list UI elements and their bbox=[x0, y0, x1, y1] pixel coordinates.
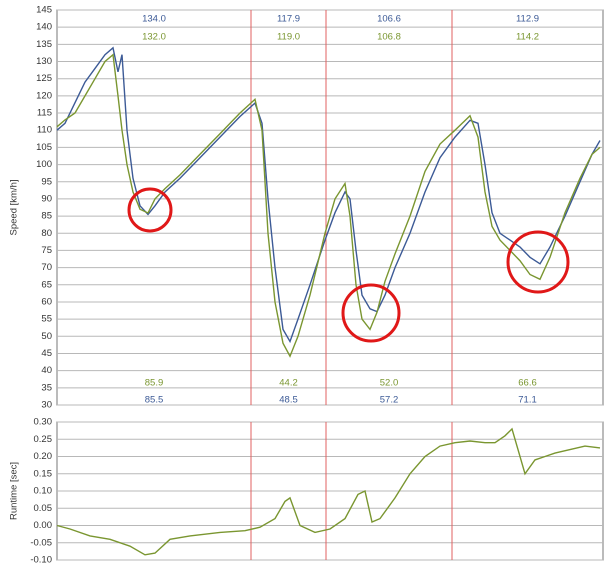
series-line bbox=[56, 53, 601, 358]
y-tick-label: 0.10 bbox=[34, 486, 53, 497]
sector-max-label: 106.6 bbox=[377, 14, 401, 25]
y-tick-label: 90 bbox=[41, 193, 52, 204]
y-tick-label: 0.20 bbox=[34, 451, 53, 462]
sector-max-label: 114.2 bbox=[516, 32, 539, 43]
y-tick-label: 45 bbox=[41, 348, 52, 359]
highlight-circle bbox=[506, 230, 570, 294]
y-tick-label: 135 bbox=[36, 39, 52, 50]
sector-min-label: 66.6 bbox=[518, 378, 537, 389]
y-tick-label: 140 bbox=[36, 22, 52, 33]
y-tick-label: 0.15 bbox=[34, 468, 53, 479]
sector-max-label: 134.0 bbox=[142, 14, 166, 25]
y-tick-label: 105 bbox=[36, 142, 52, 153]
y-tick-label: 85 bbox=[41, 211, 52, 222]
y-tick-label: 120 bbox=[36, 90, 52, 101]
y-axis-label: Runtime [sec] bbox=[9, 462, 20, 520]
series-line bbox=[56, 427, 601, 556]
y-tick-label: 55 bbox=[41, 314, 52, 325]
sector-min-label: 52.0 bbox=[380, 378, 399, 389]
highlight-circles bbox=[127, 187, 570, 343]
sector-min-label: 57.2 bbox=[380, 395, 399, 406]
y-tick-label: 80 bbox=[41, 228, 52, 239]
highlight-circle bbox=[341, 283, 401, 343]
sector-min-label: 71.1 bbox=[518, 395, 537, 406]
y-tick-label: 40 bbox=[41, 365, 52, 376]
sector-max-label: 117.9 bbox=[277, 14, 300, 25]
sector-max-label: 132.0 bbox=[142, 32, 166, 43]
y-tick-label: 145 bbox=[36, 5, 52, 16]
y-tick-label: 65 bbox=[41, 279, 52, 290]
y-tick-label: 0.30 bbox=[34, 417, 53, 428]
sector-max-label: 106.8 bbox=[377, 32, 401, 43]
y-tick-label: 35 bbox=[41, 382, 52, 393]
sector-min-label: 85.5 bbox=[145, 395, 164, 406]
y-tick-label: 70 bbox=[41, 262, 52, 273]
sector-min-label: 44.2 bbox=[279, 378, 298, 389]
series-line bbox=[56, 46, 601, 344]
y-tick-label: 130 bbox=[36, 56, 52, 67]
sector-min-label: 85.9 bbox=[145, 378, 164, 389]
y-axis-label: Speed [km/h] bbox=[9, 180, 20, 236]
y-tick-label: 75 bbox=[41, 245, 52, 256]
y-tick-label: -0.05 bbox=[30, 537, 52, 548]
y-tick-label: 125 bbox=[36, 73, 52, 84]
y-tick-label: 30 bbox=[41, 400, 52, 411]
y-tick-label: -0.10 bbox=[30, 555, 52, 566]
highlight-circle bbox=[127, 187, 173, 233]
sector-max-label: 112.9 bbox=[516, 14, 539, 25]
y-tick-label: 115 bbox=[37, 108, 52, 119]
y-tick-label: 100 bbox=[36, 159, 52, 170]
y-tick-label: 0.05 bbox=[34, 503, 53, 514]
sector-max-label: 119.0 bbox=[277, 32, 300, 43]
y-tick-label: 110 bbox=[37, 125, 52, 136]
y-tick-label: 0.25 bbox=[34, 434, 53, 445]
y-tick-label: 95 bbox=[41, 176, 52, 187]
sector-min-label: 48.5 bbox=[279, 395, 298, 406]
y-tick-label: 0.00 bbox=[34, 520, 53, 531]
y-tick-label: 60 bbox=[41, 296, 52, 307]
y-tick-label: 50 bbox=[41, 331, 52, 342]
